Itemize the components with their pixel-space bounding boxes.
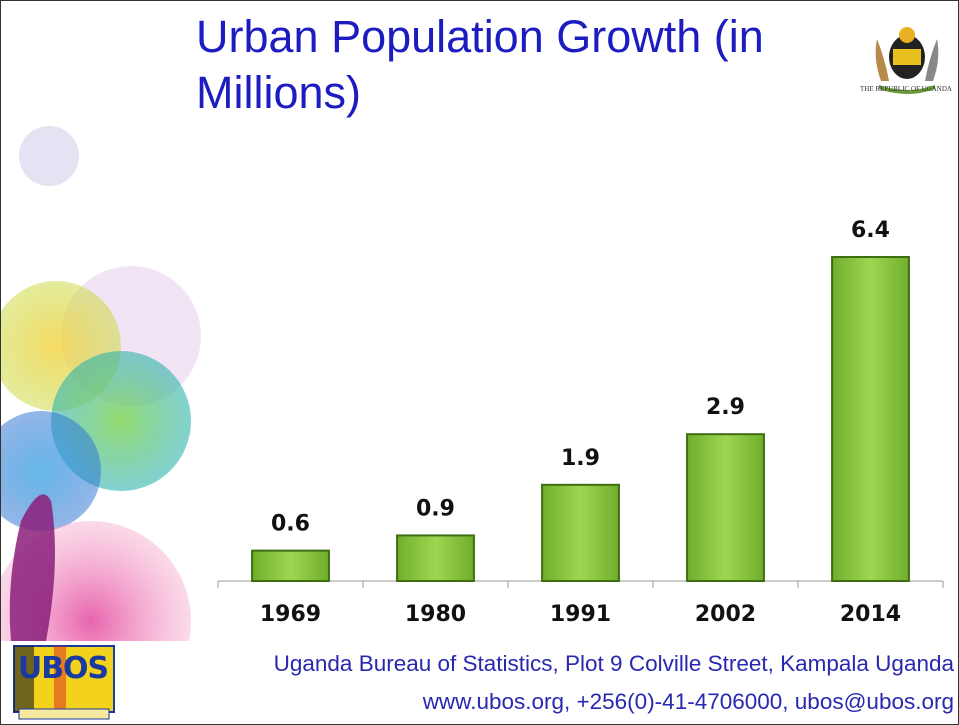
x-tick-label: 2014	[840, 602, 901, 627]
value-label: 2.9	[706, 395, 745, 420]
footer-address: Uganda Bureau of Statistics, Plot 9 Colv…	[273, 651, 954, 676]
decoration	[1, 126, 201, 641]
bar	[686, 433, 765, 582]
emblem-caption: THE REPUBLIC OF UGANDA	[860, 85, 952, 93]
x-tick-label: 1991	[550, 602, 611, 627]
bar	[396, 534, 475, 582]
chart-title: Urban Population Growth (in Millions)	[196, 11, 764, 118]
x-tick-label: 2002	[695, 602, 756, 627]
footer-contact: www.ubos.org, +256(0)-41-4706000, ubos@u…	[422, 689, 954, 714]
value-label: 0.6	[271, 512, 310, 537]
value-label: 6.4	[851, 218, 890, 243]
value-label: 0.9	[416, 496, 455, 521]
value-label: 1.9	[561, 446, 600, 471]
logo-text: UBOS	[17, 651, 109, 686]
bar	[541, 483, 620, 582]
x-tick-label: 1980	[405, 602, 466, 627]
x-tick-label: 1969	[260, 602, 321, 627]
emblem	[875, 27, 939, 94]
bar	[831, 256, 910, 582]
logo	[13, 645, 115, 720]
chart: 1969 0.6 1980 0.9 1991 1.9 2002 2.9 2014 6.4	[217, 218, 944, 627]
bar	[251, 549, 330, 582]
